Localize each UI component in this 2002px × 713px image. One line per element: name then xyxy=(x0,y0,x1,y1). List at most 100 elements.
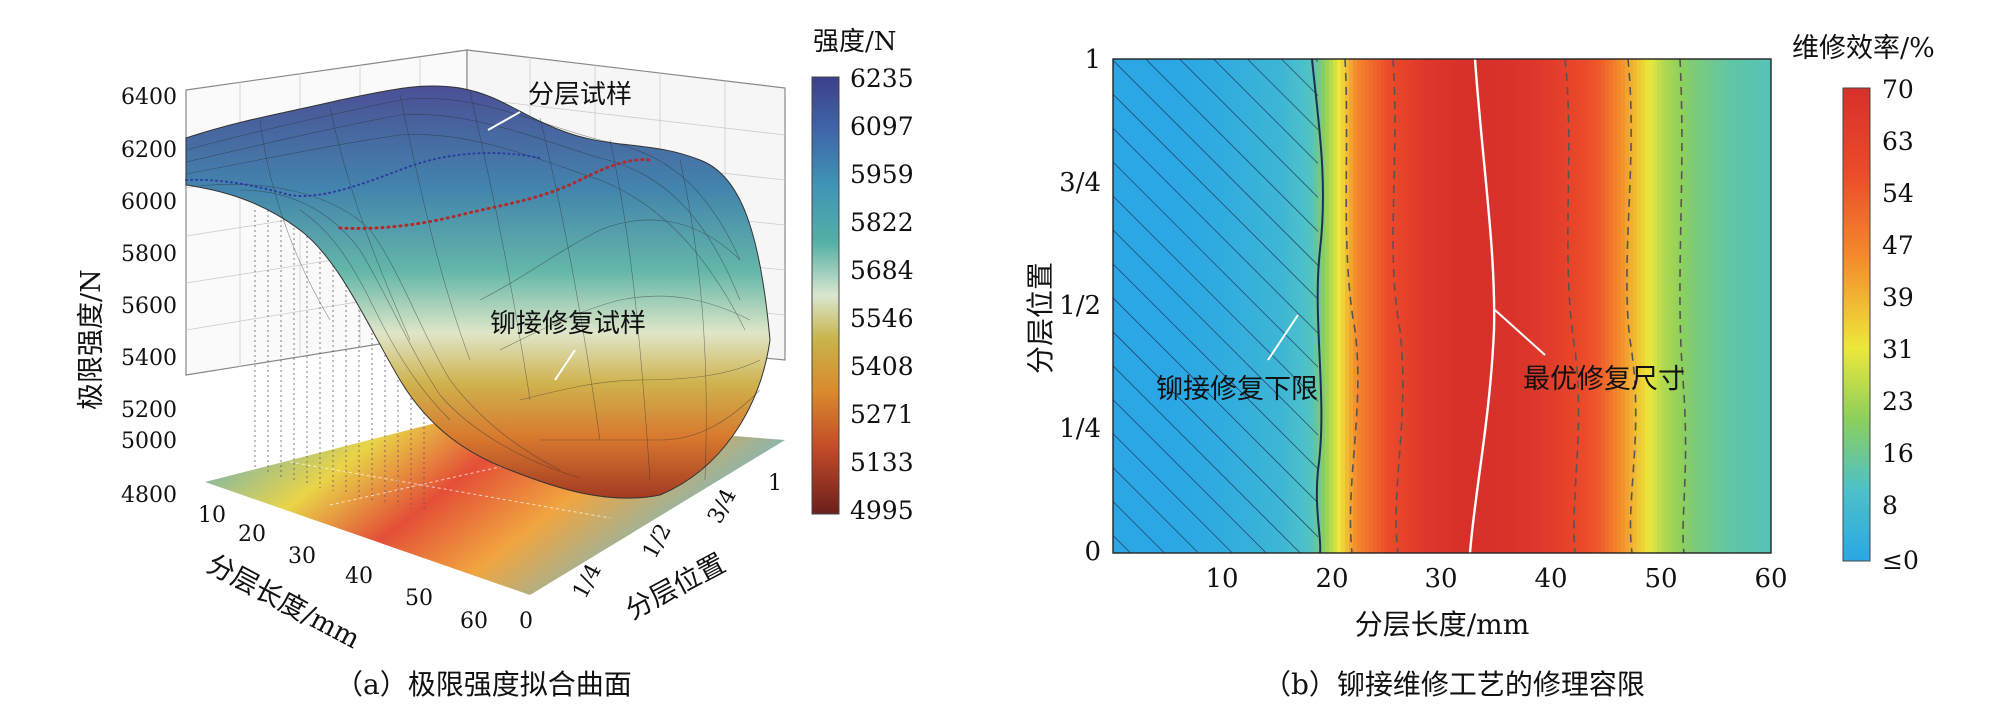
svg-text:70: 70 xyxy=(1882,75,1914,104)
x-axis-label-b: 分层长度/mm xyxy=(1355,608,1530,641)
heatmap-cell xyxy=(1449,59,1454,553)
svg-text:6097: 6097 xyxy=(850,112,914,141)
svg-text:5133: 5133 xyxy=(850,448,914,477)
heatmap-cell xyxy=(1525,59,1530,553)
svg-text:54: 54 xyxy=(1882,179,1914,208)
heatmap-cell xyxy=(1437,59,1442,553)
heatmap-cell xyxy=(1669,59,1674,553)
heatmap-cell xyxy=(1577,59,1582,553)
heatmap-cell xyxy=(1333,59,1338,553)
heatmap-cell xyxy=(1393,59,1398,553)
heatmap-cell xyxy=(1345,59,1350,553)
svg-text:40: 40 xyxy=(345,564,373,589)
svg-text:5271: 5271 xyxy=(850,400,914,429)
svg-text:8: 8 xyxy=(1882,491,1898,520)
svg-text:1/4: 1/4 xyxy=(1059,414,1101,444)
heatmap-cell xyxy=(1729,59,1734,553)
heatmap-cell xyxy=(1561,59,1566,553)
colorbar-b-ticks: 70 63 54 47 39 31 23 16 8 ≤0 xyxy=(1882,75,1919,575)
svg-text:40: 40 xyxy=(1534,564,1567,594)
heatmap-cell xyxy=(1605,59,1610,553)
heatmap-cell xyxy=(1557,59,1562,553)
heatmap-cell xyxy=(1645,59,1650,553)
x-axis-label-a: 分层长度/mm xyxy=(202,549,365,655)
heatmap-cell xyxy=(1329,59,1334,553)
z-axis-label: 极限强度/N xyxy=(76,269,107,410)
heatmap-cell xyxy=(1765,59,1770,553)
annotation-lower-limit: 铆接修复下限 xyxy=(1156,374,1318,405)
heatmap-cell xyxy=(1681,59,1686,553)
svg-text:10: 10 xyxy=(1205,564,1238,594)
lower-limit-contour xyxy=(1311,59,1324,553)
heatmap-cell xyxy=(1353,59,1358,553)
svg-text:5546: 5546 xyxy=(850,304,914,333)
heatmap-cell xyxy=(1461,59,1466,553)
heatmap-cell xyxy=(1337,59,1342,553)
heatmap-cell xyxy=(1725,59,1730,553)
strength-surface xyxy=(185,85,771,499)
heatmap-cell xyxy=(1321,59,1326,553)
heatmap-cell xyxy=(1377,59,1382,553)
heatmap-cell xyxy=(1745,59,1750,553)
heatmap-cell xyxy=(1609,59,1614,553)
heatmap-cell xyxy=(1465,59,1470,553)
heatmap-cell xyxy=(1761,59,1766,553)
heatmap-cell xyxy=(1657,59,1662,553)
heatmap-cell xyxy=(1585,59,1590,553)
hatch-region xyxy=(1113,59,1318,553)
svg-text:31: 31 xyxy=(1882,335,1914,364)
heatmap-cell xyxy=(1417,59,1422,553)
heatmap-cell xyxy=(1317,59,1322,553)
svg-text:4800: 4800 xyxy=(121,483,177,508)
svg-text:60: 60 xyxy=(1754,564,1787,594)
heatmap-cell xyxy=(1769,59,1771,553)
heatmap-cell xyxy=(1633,59,1638,553)
heatmap-cell xyxy=(1457,59,1462,553)
heatmap-cell xyxy=(1717,59,1722,553)
heatmap-cell xyxy=(1625,59,1630,553)
heatmap-cell xyxy=(1413,59,1418,553)
heatmap-cell xyxy=(1593,59,1598,553)
svg-text:5800: 5800 xyxy=(121,242,177,267)
heatmap-cell xyxy=(1485,59,1490,553)
heatmap-cell xyxy=(1661,59,1666,553)
x-ticks-b: 10 20 30 40 50 60 xyxy=(1205,564,1787,594)
heatmap-cell xyxy=(1473,59,1478,553)
heatmap-cell xyxy=(1749,59,1754,553)
colorbar-b xyxy=(1842,87,1871,562)
svg-text:1/2: 1/2 xyxy=(1059,291,1101,321)
svg-text:1: 1 xyxy=(1084,45,1101,75)
heatmap-cell xyxy=(1477,59,1482,553)
heatmap-cell xyxy=(1405,59,1410,553)
plot-frame-b xyxy=(1112,58,1772,554)
heatmap-cell xyxy=(1489,59,1494,553)
heatmap-cell xyxy=(1617,59,1622,553)
heatmap-cell xyxy=(1733,59,1738,553)
heatmap-cell xyxy=(1513,59,1518,553)
svg-text:5200: 5200 xyxy=(121,398,177,423)
heatmap-cell xyxy=(1613,59,1618,553)
heatmap-cell xyxy=(1685,59,1690,553)
heatmap-cell xyxy=(1365,59,1370,553)
heatmap-cell xyxy=(1429,59,1434,553)
svg-text:4995: 4995 xyxy=(850,496,914,525)
heatmap-cell xyxy=(1713,59,1718,553)
panel-b: 铆接修复下限 最优修复尺寸 1 3/4 1/2 1/4 0 分层位置 10 20… xyxy=(1024,33,1935,701)
heatmap-cell xyxy=(1397,59,1402,553)
heatmap-cell xyxy=(1501,59,1506,553)
heatmap-cell xyxy=(1693,59,1698,553)
heatmap-cell xyxy=(1509,59,1514,553)
colorbar-a-title: 强度/N xyxy=(813,27,897,57)
svg-text:0: 0 xyxy=(1084,537,1101,567)
svg-text:1: 1 xyxy=(768,471,782,496)
heatmap-cell xyxy=(1469,59,1474,553)
svg-text:50: 50 xyxy=(405,586,433,611)
heatmap-cell xyxy=(1505,59,1510,553)
heatmap-cell xyxy=(1445,59,1450,553)
svg-text:50: 50 xyxy=(1644,564,1677,594)
heatmap-cell xyxy=(1665,59,1670,553)
svg-text:30: 30 xyxy=(1424,564,1457,594)
heatmap-cell xyxy=(1653,59,1658,553)
heatmap-cell xyxy=(1689,59,1694,553)
heatmap-cell xyxy=(1401,59,1406,553)
